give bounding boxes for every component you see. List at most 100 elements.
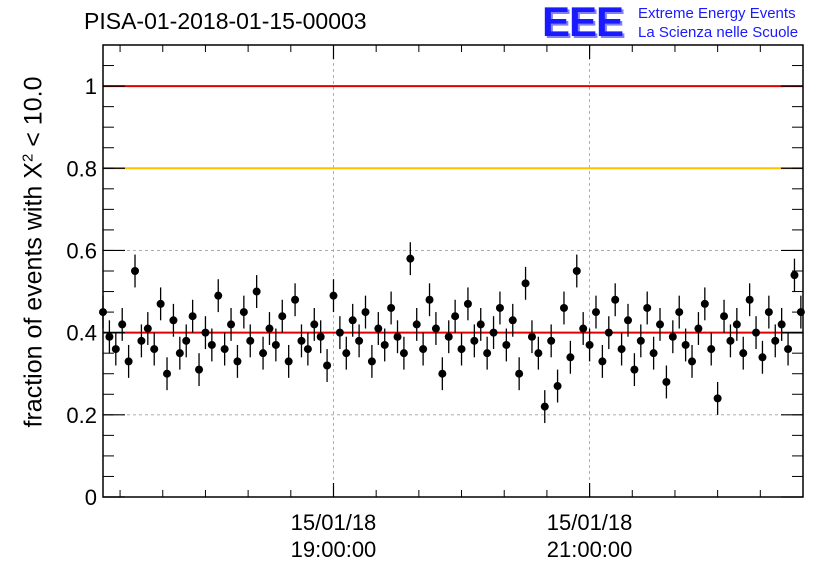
data-point bbox=[784, 345, 793, 354]
data-point bbox=[297, 336, 306, 345]
eee-logo-mark: EEE bbox=[542, 0, 624, 45]
logo-line-2: La Scienza nelle Scuole bbox=[638, 24, 799, 41]
y-tick-label: 0.6 bbox=[66, 238, 97, 263]
data-point bbox=[239, 308, 248, 317]
data-point bbox=[425, 295, 434, 304]
data-point bbox=[111, 345, 120, 354]
data-point bbox=[585, 340, 594, 349]
y-tick-label: 0 bbox=[85, 485, 97, 510]
data-point bbox=[431, 324, 440, 333]
data-point bbox=[335, 328, 344, 337]
y-axis-label-exponent: 2 bbox=[19, 153, 37, 163]
data-point bbox=[540, 402, 549, 411]
data-point bbox=[195, 365, 204, 374]
axes: 00.20.40.60.8115/01/1819:00:0015/01/1821… bbox=[66, 44, 804, 562]
data-point bbox=[316, 332, 325, 341]
x-tick-date-label: 15/01/18 bbox=[291, 510, 377, 535]
data-point bbox=[406, 254, 415, 263]
data-point bbox=[118, 320, 127, 329]
data-point bbox=[444, 332, 453, 341]
data-point bbox=[252, 287, 261, 296]
data-point bbox=[591, 308, 600, 317]
data-point bbox=[527, 332, 536, 341]
eee-logo: EEE Extreme Energy Events La Scienza nel… bbox=[540, 0, 836, 46]
data-point bbox=[265, 324, 274, 333]
data-point bbox=[207, 340, 216, 349]
y-axis-label-suffix: < 10.0 bbox=[19, 76, 48, 147]
data-point bbox=[713, 394, 722, 403]
data-point bbox=[361, 308, 370, 317]
data-point bbox=[463, 299, 472, 308]
data-point bbox=[604, 328, 613, 337]
data-point bbox=[790, 271, 799, 280]
data-point bbox=[163, 369, 172, 378]
y-tick-label: 0.4 bbox=[66, 321, 97, 346]
data-point bbox=[329, 291, 338, 300]
data-point bbox=[124, 357, 133, 366]
x-tick-time-label: 21:00:00 bbox=[547, 537, 633, 562]
data-point bbox=[355, 336, 364, 345]
data-point bbox=[342, 349, 351, 358]
data-point bbox=[566, 353, 575, 362]
data-point bbox=[502, 340, 511, 349]
data-point bbox=[732, 320, 741, 329]
data-point bbox=[476, 320, 485, 329]
data-point bbox=[374, 324, 383, 333]
data-point bbox=[156, 299, 165, 308]
data-point bbox=[220, 345, 229, 354]
data-point bbox=[611, 295, 620, 304]
y-axis-label-prefix: fraction of events with bbox=[19, 185, 48, 428]
data-point bbox=[726, 336, 735, 345]
data-point bbox=[451, 312, 460, 321]
data-point bbox=[534, 349, 543, 358]
data-point bbox=[227, 320, 236, 329]
data-point bbox=[579, 324, 588, 333]
data-point bbox=[105, 332, 114, 341]
data-point bbox=[752, 328, 761, 337]
data-point bbox=[419, 345, 428, 354]
plot-frame bbox=[102, 44, 804, 498]
data-point bbox=[489, 328, 498, 337]
logo-line-1: Extreme Energy Events bbox=[638, 5, 796, 22]
data-point bbox=[169, 316, 178, 325]
data-point bbox=[150, 345, 159, 354]
data-point bbox=[572, 267, 581, 275]
data-point bbox=[412, 320, 421, 329]
data-point bbox=[662, 377, 671, 386]
y-tick-label: 1 bbox=[85, 74, 97, 99]
data-point bbox=[700, 299, 709, 308]
data-point bbox=[367, 357, 376, 366]
data-point bbox=[387, 303, 396, 312]
data-point bbox=[214, 291, 223, 300]
data-point bbox=[668, 332, 677, 341]
data-point bbox=[681, 340, 690, 349]
data-point bbox=[777, 320, 786, 329]
data-point bbox=[508, 316, 517, 325]
data-point bbox=[739, 349, 748, 358]
y-axis-label-symbol: X bbox=[19, 162, 48, 179]
data-point bbox=[380, 340, 389, 349]
data-point bbox=[323, 361, 332, 370]
y-tick-label: 0.2 bbox=[66, 403, 97, 428]
data-point bbox=[630, 365, 639, 374]
data-point bbox=[675, 308, 684, 317]
data-point bbox=[438, 369, 447, 378]
data-point bbox=[131, 267, 140, 275]
data-point bbox=[624, 316, 632, 325]
data-point bbox=[393, 332, 402, 341]
data-point bbox=[688, 357, 697, 366]
data-point bbox=[201, 328, 210, 337]
x-tick-date-label: 15/01/18 bbox=[547, 510, 633, 535]
data-point bbox=[649, 349, 658, 358]
data-point bbox=[656, 320, 665, 329]
y-axis-label: fraction of events with X2 < 10.0 bbox=[19, 77, 48, 428]
data-point bbox=[303, 345, 312, 354]
data-point bbox=[720, 312, 729, 321]
data-point bbox=[758, 353, 767, 362]
data-point bbox=[188, 312, 197, 321]
data-point bbox=[553, 382, 562, 391]
chart-title: PISA-01-2018-01-15-00003 bbox=[84, 8, 367, 34]
data-point bbox=[771, 336, 780, 345]
data-point bbox=[143, 324, 152, 333]
